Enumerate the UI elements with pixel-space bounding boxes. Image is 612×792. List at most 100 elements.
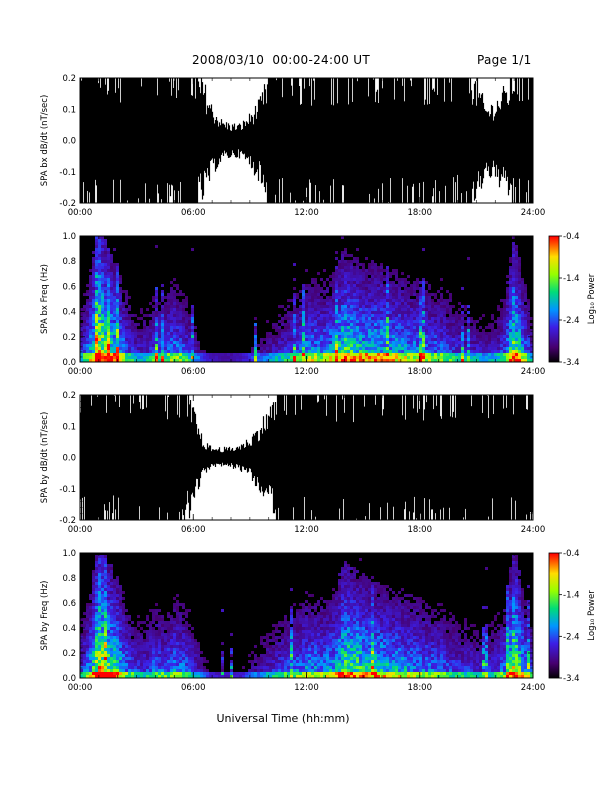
spectrogram-cell — [455, 326, 458, 329]
colorbar-segment — [549, 237, 559, 239]
spectrogram-cell — [455, 344, 458, 347]
spectrogram-cell — [113, 296, 116, 299]
spectrogram-cell — [260, 341, 263, 344]
spectrogram-cell — [380, 272, 383, 275]
spectrogram-cell — [365, 335, 368, 338]
spectrogram-cell — [182, 299, 185, 302]
spectrogram-cell — [314, 290, 317, 293]
spectrogram-cell — [86, 627, 89, 630]
spectrogram-cell — [359, 287, 362, 290]
spectrogram-cell — [335, 287, 338, 290]
spectrogram-cell — [89, 609, 92, 612]
spectrogram-cell — [101, 314, 104, 317]
spectrogram-cell — [191, 341, 194, 344]
spectrogram-cell — [473, 320, 476, 323]
spectrogram-cell — [503, 359, 506, 362]
spectrogram-cell — [107, 281, 110, 284]
spectrogram-cell — [341, 281, 344, 284]
colorbar-segment — [549, 285, 559, 287]
y-tick-label: 0.4 — [62, 308, 76, 318]
spectrogram-cell — [386, 299, 389, 302]
spectrogram-cell — [83, 347, 86, 350]
spectrogram-cell — [386, 296, 389, 299]
colorbar-segment — [549, 275, 559, 277]
colorbar-segment — [549, 276, 559, 278]
spectrogram-cell — [362, 311, 365, 314]
spectrogram-cell — [98, 558, 101, 561]
spectrogram-cell — [152, 356, 155, 359]
spectrogram-cell — [380, 335, 383, 338]
spectrogram-cell — [92, 618, 95, 621]
spectrogram-cell — [389, 353, 392, 356]
spectrogram-cell — [512, 353, 515, 356]
spectrogram-cell — [125, 332, 128, 335]
spectrogram-cell — [332, 308, 335, 311]
spectrogram-cell — [413, 314, 416, 317]
spectrogram-cell — [185, 320, 188, 323]
spectrogram-cell — [341, 290, 344, 293]
spectrogram-cell — [518, 278, 521, 281]
spectrogram-cell — [524, 344, 527, 347]
spectrogram-cell — [527, 347, 530, 350]
spectrogram-cell — [113, 359, 116, 362]
spectrogram-cell — [497, 353, 500, 356]
spectrogram-cell — [95, 633, 98, 636]
spectrogram-cell — [92, 657, 95, 660]
spectrogram-cell — [197, 344, 200, 347]
spectrogram-cell — [149, 329, 152, 332]
spectrogram-cell — [350, 284, 353, 287]
spectrogram-cell — [167, 323, 170, 326]
spectrogram-cell — [341, 335, 344, 338]
spectrogram-cell — [347, 311, 350, 314]
spectrogram-cell — [98, 353, 101, 356]
spectrogram-cell — [311, 326, 314, 329]
spectrogram-cell — [416, 299, 419, 302]
spectrogram-cell — [335, 359, 338, 362]
spectrogram-cell — [80, 347, 83, 350]
spectrogram-cell — [407, 353, 410, 356]
spectrogram-cell — [137, 323, 140, 326]
spectrogram-cell — [392, 281, 395, 284]
spectrogram-cell — [86, 624, 89, 627]
spectrogram-cell — [323, 359, 326, 362]
spectrogram-cell — [293, 278, 296, 281]
spectrogram-cell — [320, 287, 323, 290]
spectrogram-cell — [125, 353, 128, 356]
spectrogram-cell — [389, 305, 392, 308]
spectrogram-cell — [449, 356, 452, 359]
spectrogram-cell — [350, 332, 353, 335]
spectrogram-cell — [413, 329, 416, 332]
spectrogram-cell — [389, 281, 392, 284]
spectrogram-cell — [263, 359, 266, 362]
spectrogram-cell — [335, 299, 338, 302]
spectrogram-cell — [353, 326, 356, 329]
spectrogram-cell — [422, 323, 425, 326]
spectrogram-cell — [308, 350, 311, 353]
spectrogram-cell — [446, 290, 449, 293]
spectrogram-cell — [98, 272, 101, 275]
spectrogram-cell — [83, 353, 86, 356]
spectrogram-cell — [80, 329, 83, 332]
spectrogram-cell — [140, 335, 143, 338]
spectrogram-cell — [116, 281, 119, 284]
x-tick-label: 12:00 — [294, 525, 319, 535]
spectrogram-cell — [491, 329, 494, 332]
spectrogram-cell — [101, 317, 104, 320]
spectrogram-cell — [89, 341, 92, 344]
spectrogram-cell — [101, 332, 104, 335]
spectrogram-cell — [416, 353, 419, 356]
spectrogram-cell — [359, 353, 362, 356]
spectrogram-cell — [473, 329, 476, 332]
spectrogram-cell — [503, 347, 506, 350]
spectrogram-cell — [317, 284, 320, 287]
spectrogram-cell — [329, 350, 332, 353]
spectrogram-cell — [107, 266, 110, 269]
spectrogram-cell — [116, 272, 119, 275]
spectrogram-cell — [125, 359, 128, 362]
spectrogram-cell — [176, 299, 179, 302]
spectrogram-cell — [407, 347, 410, 350]
spectrogram-cell — [122, 326, 125, 329]
spectrogram-cell — [101, 618, 104, 621]
colorbar-segment — [549, 236, 559, 238]
spectrogram-cell — [449, 353, 452, 356]
